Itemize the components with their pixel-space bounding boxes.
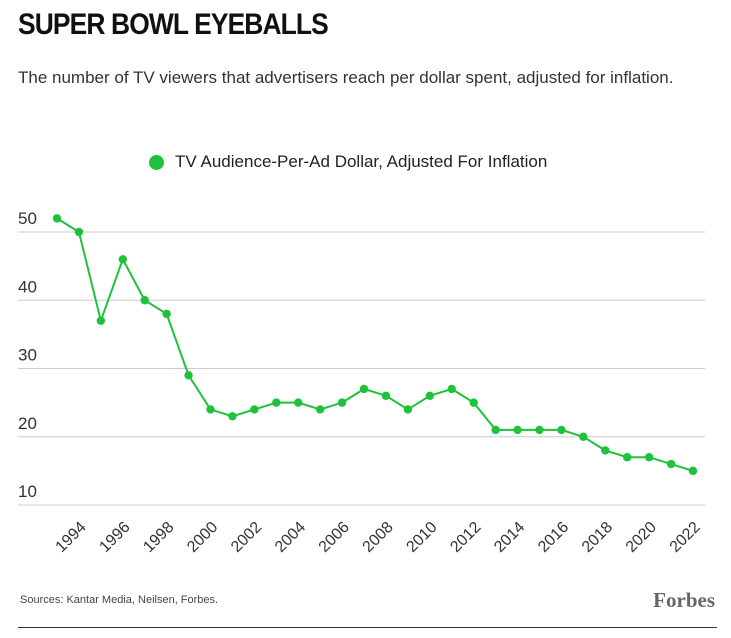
x-tick-label: 2010 [403, 519, 440, 556]
source-note: Sources: Kantar Media, Neilsen, Forbes. [20, 594, 219, 606]
x-tick-label: 1998 [140, 519, 177, 556]
x-tick-label: 2018 [579, 519, 616, 556]
data-point [623, 453, 632, 462]
data-point [557, 425, 566, 435]
data-point [74, 227, 84, 237]
x-tick-label: 2006 [316, 519, 353, 556]
data-point [228, 412, 237, 421]
x-tick-label: 2012 [447, 519, 484, 556]
data-point [447, 384, 456, 394]
bottom-divider [18, 627, 717, 628]
x-tick-label: 2014 [491, 519, 528, 556]
data-point [337, 398, 347, 407]
x-tick-label: 2016 [535, 519, 572, 556]
data-point [96, 316, 106, 325]
data-point [294, 398, 303, 407]
x-tick-label: 2008 [360, 519, 397, 556]
legend-marker-icon [149, 154, 164, 170]
data-point [688, 466, 698, 476]
y-tick-label: 50 [18, 209, 37, 228]
data-point [644, 453, 654, 462]
data-point [315, 405, 325, 414]
y-tick-label: 30 [18, 346, 37, 365]
chart-subtitle: The number of TV viewers that advertiser… [18, 68, 674, 87]
data-point [206, 405, 215, 414]
data-point [52, 214, 62, 223]
data-point [272, 398, 281, 407]
y-tick-label: 40 [18, 277, 37, 296]
y-tick-label: 20 [18, 414, 37, 433]
data-point [579, 432, 588, 441]
x-tick-label: 2022 [667, 519, 704, 556]
x-tick-label: 2000 [184, 519, 221, 556]
data-point [513, 425, 522, 435]
y-tick-label: 10 [18, 482, 37, 501]
data-point [162, 309, 171, 319]
legend-label: TV Audience-Per-Ad Dollar, Adjusted For … [175, 152, 548, 171]
x-tick-label: 2002 [228, 519, 265, 556]
data-point [381, 391, 391, 400]
data-point [403, 405, 413, 414]
data-point [491, 425, 500, 435]
data-point [666, 459, 676, 469]
forbes-logo: Forbes [653, 588, 715, 612]
x-tick-label: 1996 [96, 519, 133, 556]
data-point [184, 371, 193, 380]
data-point [118, 255, 127, 264]
data-point [140, 296, 149, 305]
series-line [56, 217, 694, 472]
data-point [601, 446, 610, 455]
x-tick-label: 2020 [623, 519, 660, 556]
data-point [469, 398, 478, 407]
data-point [250, 405, 259, 414]
x-tick-label: 1994 [53, 519, 90, 556]
data-point [359, 384, 369, 394]
chart-title: SUPER BOWL EYEBALLS [18, 8, 329, 41]
data-point [535, 425, 544, 435]
data-point [425, 391, 435, 400]
x-tick-label: 2004 [272, 519, 309, 556]
legend: TV Audience-Per-Ad Dollar, Adjusted For … [149, 152, 547, 172]
